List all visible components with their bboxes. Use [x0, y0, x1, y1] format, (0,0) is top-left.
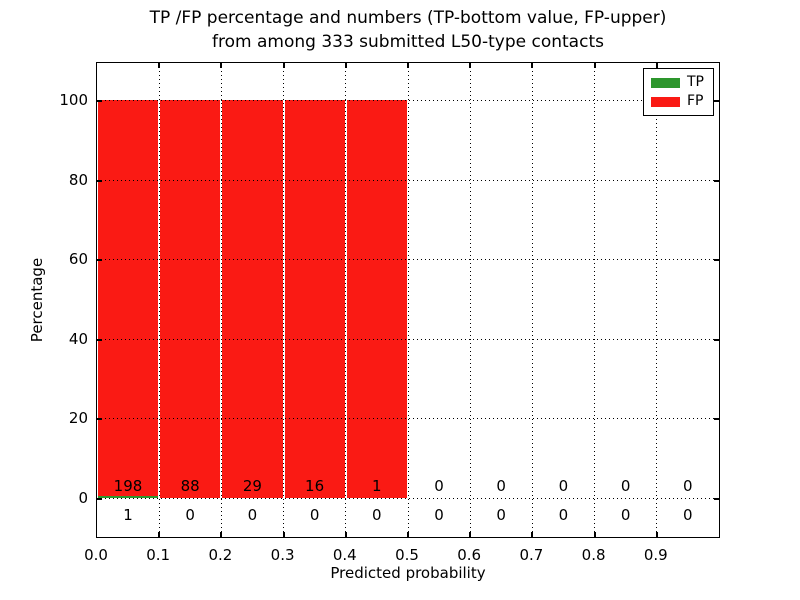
- x-tick-top: [344, 63, 347, 68]
- x-tick-label: 0.8: [581, 546, 606, 564]
- fp-count-label: 198: [113, 477, 143, 495]
- bar-tp-0.0-0.1: [98, 496, 159, 498]
- bar-fp-0.3-0.4: [284, 100, 345, 498]
- fp-count-label: 0: [434, 477, 444, 495]
- y-tick-right: [714, 338, 719, 341]
- legend-item-tp: TP: [651, 73, 713, 92]
- fp-count-label: 0: [558, 477, 569, 495]
- tp-count-label: 0: [247, 506, 258, 524]
- x-tick-bottom: [469, 532, 472, 537]
- x-tick-top: [220, 63, 223, 68]
- x-tick-top: [469, 63, 472, 68]
- x-tick-label: 0.2: [208, 546, 233, 564]
- fp-count-label: 0: [620, 477, 631, 495]
- chart-title-line-1: TP /FP percentage and numbers (TP-bottom…: [149, 8, 667, 28]
- tp-count-label: 0: [558, 506, 569, 524]
- y-tick-right: [714, 179, 719, 182]
- x-tick-top: [407, 63, 409, 68]
- x-tick-label: 0.4: [332, 546, 357, 564]
- y-tick-label: 40: [68, 329, 88, 348]
- fp-swatch-icon: [651, 96, 680, 107]
- y-tick-left: [97, 338, 102, 341]
- gridline-v-0.9: [656, 63, 658, 537]
- x-tick-bottom: [282, 532, 285, 537]
- gridline-v-0.5: [407, 63, 409, 537]
- gridline-v-0.1: [158, 63, 160, 537]
- bar-fp-0.4-0.5: [346, 100, 407, 498]
- y-tick-left: [97, 418, 102, 421]
- bar-fp-0.1-0.2: [160, 100, 221, 498]
- y-tick-label: 0: [78, 489, 88, 507]
- x-tick-top: [158, 63, 161, 68]
- plot-inner: 198 1 88 0 29 0 16 0 1 0 0 0 0 0 0 0 0 0 0 0: [97, 63, 719, 537]
- fp-count-label: 16: [305, 477, 325, 495]
- fp-count-label: 29: [242, 477, 262, 495]
- x-tick-bottom: [158, 532, 161, 537]
- y-tick-label: 60: [68, 250, 88, 269]
- legend-label-fp: FP: [687, 93, 704, 109]
- gridline-v-0.4: [345, 63, 347, 537]
- x-tick-top: [593, 63, 596, 68]
- bar-fp-0.0-0.1: [98, 100, 159, 496]
- y-tick-left: [97, 100, 102, 102]
- y-tick-label: 20: [68, 409, 88, 428]
- gridline-v-0.8: [594, 63, 596, 537]
- fp-count-label: 0: [496, 477, 506, 495]
- chart-title-line-2: from among 333 submitted L50-type contac…: [212, 32, 604, 52]
- x-tick-bottom: [220, 532, 223, 537]
- tp-swatch-icon: [651, 77, 680, 88]
- x-tick-bottom: [655, 532, 658, 537]
- x-tick-top: [282, 63, 285, 68]
- y-tick-right: [714, 100, 719, 102]
- x-tick-label: 0.7: [519, 546, 544, 564]
- y-tick-right: [714, 418, 719, 421]
- x-tick-bottom: [344, 532, 347, 537]
- x-tick-label: 0.5: [395, 546, 419, 564]
- x-tick-top: [655, 63, 658, 68]
- legend-label-tp: TP: [687, 74, 704, 90]
- y-tick-left: [97, 259, 102, 262]
- y-tick-label: 80: [68, 170, 88, 189]
- y-tick-right: [714, 259, 719, 262]
- x-tick-bottom: [593, 532, 596, 537]
- tp-count-label: 0: [434, 506, 444, 524]
- tp-count-label: 0: [372, 506, 382, 524]
- tp-count-label: 0: [309, 506, 320, 524]
- x-tick-label: 0.0: [84, 546, 108, 564]
- tp-count-label: 0: [185, 506, 195, 524]
- plot-area: 198 1 88 0 29 0 16 0 1 0 0 0 0 0 0 0 0 0 0 0 TP FP: [96, 62, 720, 538]
- tp-count-label: 1: [123, 506, 133, 524]
- x-tick-bottom: [531, 532, 534, 537]
- gridline-v-0.6: [469, 63, 471, 537]
- legend-item-fp: FP: [651, 92, 713, 111]
- gridline-v-0.2: [220, 63, 222, 537]
- x-tick-bottom: [407, 532, 409, 537]
- gridline-v-0.7: [531, 63, 533, 537]
- x-tick-top: [531, 63, 534, 68]
- x-tick-label: 0.9: [643, 546, 668, 564]
- fp-count-label: 0: [683, 477, 693, 495]
- tp-count-label: 0: [620, 506, 631, 524]
- tp-count-label: 0: [683, 506, 693, 524]
- x-tick-label: 0.6: [457, 546, 482, 564]
- bar-fp-0.2-0.3: [222, 100, 283, 498]
- x-axis-label: Predicted probability: [330, 564, 486, 582]
- y-tick-label: 100: [59, 91, 88, 109]
- x-tick-label: 0.1: [146, 546, 171, 564]
- y-tick-left: [97, 498, 102, 500]
- fp-count-label: 1: [372, 477, 382, 495]
- fp-count-label: 88: [180, 477, 200, 495]
- tp-count-label: 0: [496, 506, 506, 524]
- legend: TP FP: [643, 68, 714, 116]
- gridline-v-0.3: [283, 63, 285, 537]
- y-tick-right: [714, 498, 719, 500]
- x-tick-label: 0.3: [270, 546, 295, 564]
- y-tick-left: [97, 179, 102, 182]
